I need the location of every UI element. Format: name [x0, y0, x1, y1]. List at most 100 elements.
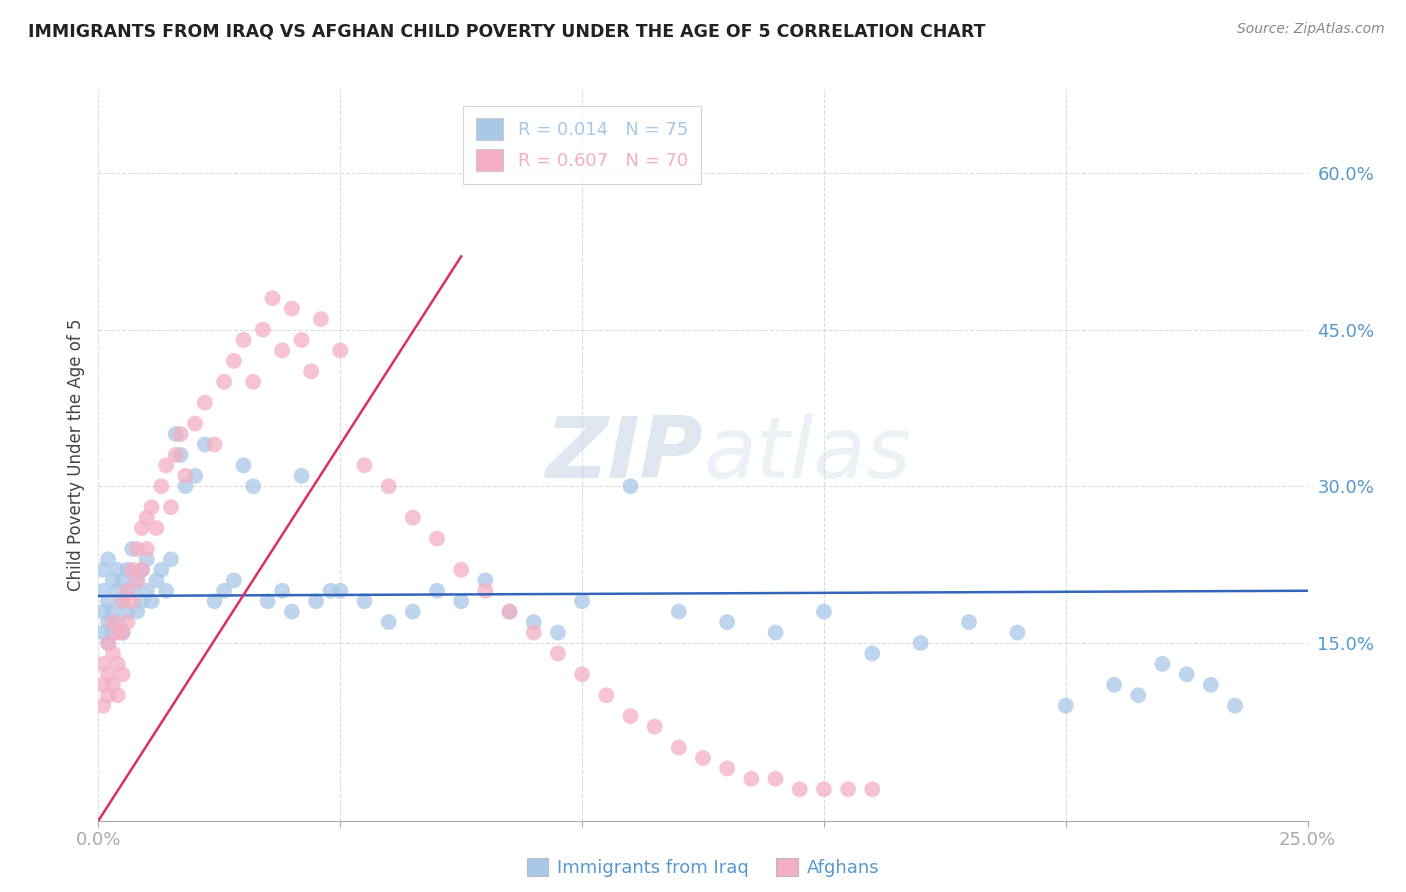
Point — [910, 636, 932, 650]
Point — [97, 615, 120, 629]
Point — [135, 583, 157, 598]
Text: ZIP: ZIP — [546, 413, 703, 497]
Point — [222, 354, 245, 368]
Point — [131, 563, 153, 577]
Point — [252, 322, 274, 336]
Point — [212, 583, 235, 598]
Point — [107, 625, 129, 640]
Point — [204, 437, 226, 451]
Point — [644, 720, 666, 734]
Legend: R = 0.014   N = 75, R = 0.607   N = 70: R = 0.014 N = 75, R = 0.607 N = 70 — [464, 105, 700, 184]
Text: atlas: atlas — [703, 413, 911, 497]
Point — [97, 594, 120, 608]
Point — [160, 500, 183, 515]
Point — [523, 615, 546, 629]
Point — [474, 574, 496, 588]
Point — [145, 574, 167, 588]
Point — [837, 782, 859, 797]
Point — [668, 605, 690, 619]
Point — [131, 521, 153, 535]
Point — [135, 552, 157, 566]
Point — [111, 625, 134, 640]
Point — [117, 563, 139, 577]
Point — [107, 688, 129, 702]
Point — [957, 615, 980, 629]
Point — [111, 594, 134, 608]
Point — [222, 574, 245, 588]
Point — [107, 615, 129, 629]
Point — [127, 605, 149, 619]
Point — [319, 583, 342, 598]
Point — [91, 698, 114, 713]
Point — [353, 458, 375, 473]
Point — [135, 541, 157, 556]
Point — [111, 574, 134, 588]
Point — [668, 740, 690, 755]
Point — [169, 448, 191, 462]
Point — [107, 657, 129, 671]
Point — [305, 594, 328, 608]
Point — [135, 510, 157, 524]
Point — [813, 605, 835, 619]
Point — [91, 657, 114, 671]
Point — [121, 594, 143, 608]
Y-axis label: Child Poverty Under the Age of 5: Child Poverty Under the Age of 5 — [66, 318, 84, 591]
Point — [127, 574, 149, 588]
Point — [97, 667, 120, 681]
Point — [498, 605, 520, 619]
Point — [150, 563, 173, 577]
Point — [765, 625, 787, 640]
Point — [450, 594, 472, 608]
Point — [1007, 625, 1029, 640]
Point — [91, 605, 114, 619]
Point — [402, 605, 425, 619]
Point — [329, 583, 352, 598]
Point — [101, 615, 124, 629]
Point — [271, 343, 294, 358]
Point — [299, 364, 322, 378]
Point — [329, 343, 352, 358]
Point — [91, 563, 114, 577]
Point — [165, 427, 187, 442]
Point — [165, 448, 187, 462]
Point — [377, 479, 399, 493]
Text: IMMIGRANTS FROM IRAQ VS AFGHAN CHILD POVERTY UNDER THE AGE OF 5 CORRELATION CHAR: IMMIGRANTS FROM IRAQ VS AFGHAN CHILD POV… — [28, 22, 986, 40]
Point — [145, 521, 167, 535]
Point — [184, 468, 207, 483]
Point — [242, 375, 264, 389]
Point — [1128, 688, 1150, 702]
Point — [101, 574, 124, 588]
Text: Source: ZipAtlas.com: Source: ZipAtlas.com — [1237, 22, 1385, 37]
Point — [619, 479, 641, 493]
Point — [155, 583, 177, 598]
Point — [101, 647, 124, 661]
Point — [547, 625, 569, 640]
Point — [498, 605, 520, 619]
Point — [169, 427, 191, 442]
Point — [813, 782, 835, 797]
Point — [117, 615, 139, 629]
Point — [117, 605, 139, 619]
Point — [860, 647, 883, 661]
Point — [474, 583, 496, 598]
Point — [131, 563, 153, 577]
Point — [232, 458, 254, 473]
Point — [107, 563, 129, 577]
Point — [111, 625, 134, 640]
Point — [155, 458, 177, 473]
Point — [426, 583, 449, 598]
Point — [97, 636, 120, 650]
Point — [121, 541, 143, 556]
Point — [571, 594, 593, 608]
Point — [765, 772, 787, 786]
Point — [1152, 657, 1174, 671]
Point — [121, 583, 143, 598]
Point — [101, 625, 124, 640]
Point — [232, 333, 254, 347]
Point — [281, 301, 304, 316]
Point — [174, 479, 197, 493]
Point — [111, 667, 134, 681]
Point — [97, 688, 120, 702]
Point — [290, 468, 312, 483]
Point — [1102, 678, 1125, 692]
